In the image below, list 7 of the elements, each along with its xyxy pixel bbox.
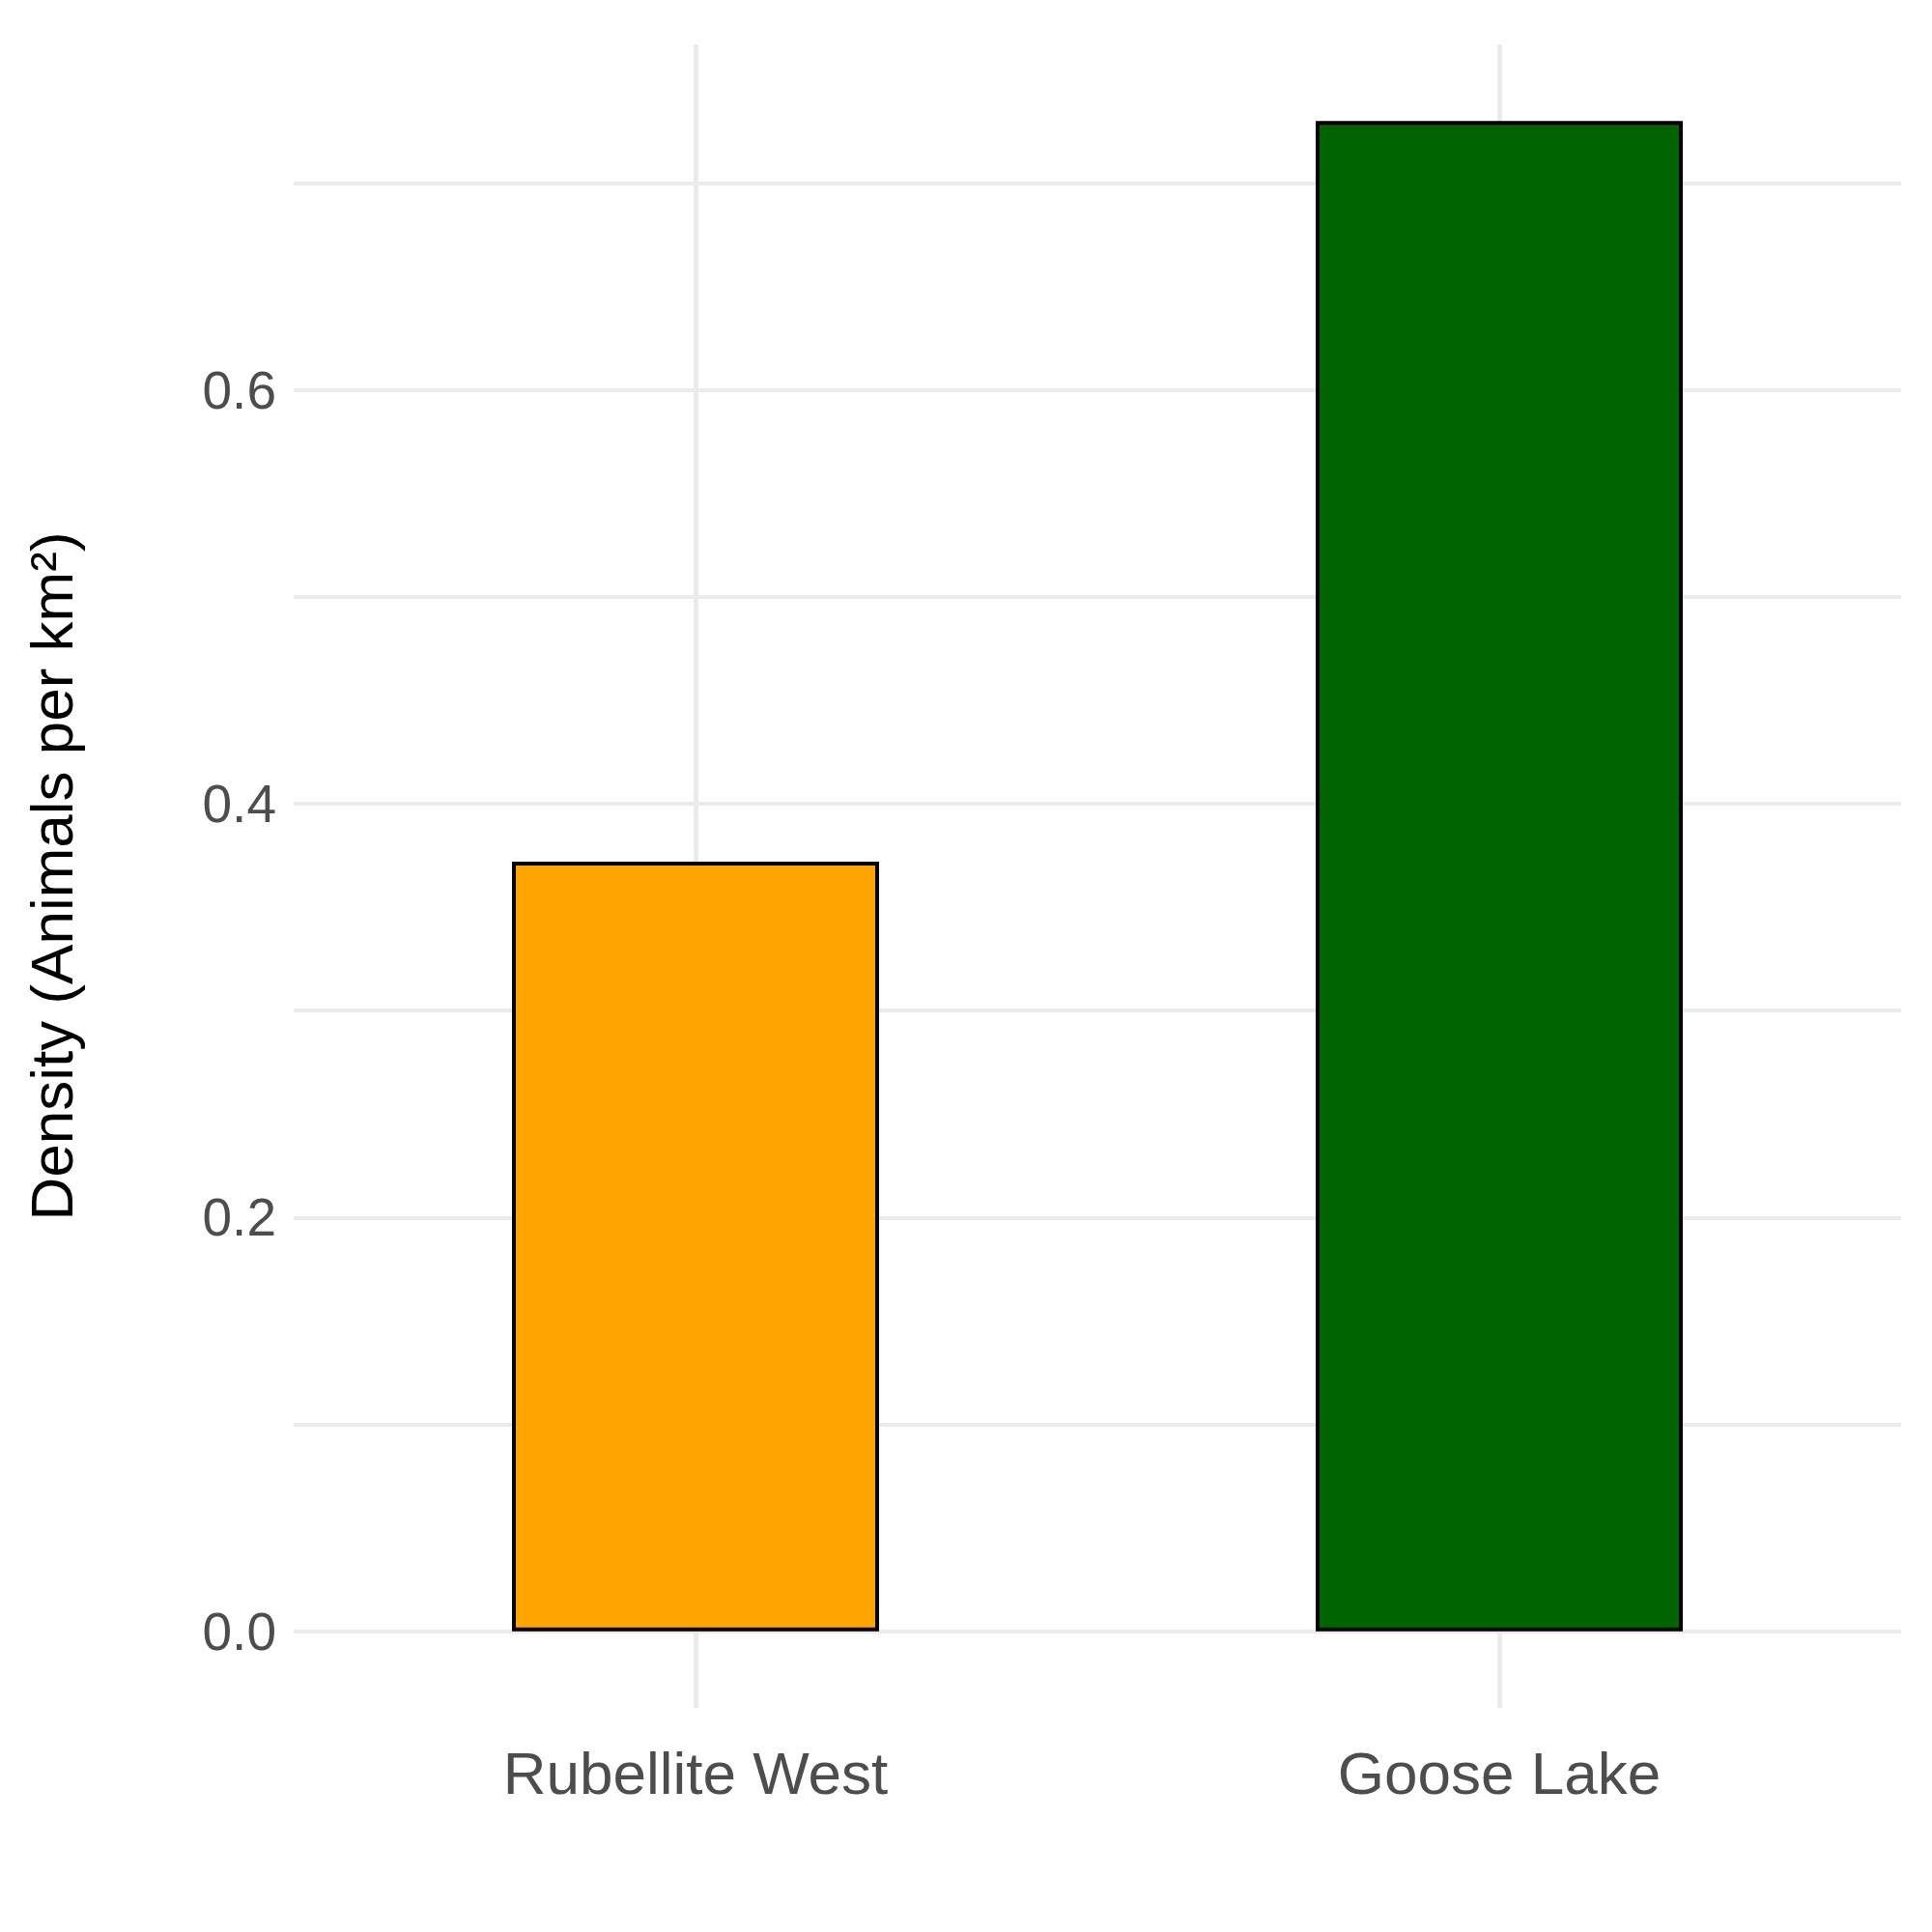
- y-tick-label: 0.4: [202, 774, 276, 835]
- x-tick-label: Goose Lake: [1337, 1739, 1662, 1806]
- y-tick-label: 0.6: [202, 359, 276, 420]
- y-tick-label: 0.2: [202, 1187, 276, 1248]
- x-tick-label: Rubellite West: [502, 1739, 889, 1806]
- y-axis-title: Density (Animals per km²): [17, 531, 85, 1221]
- y-tick-label: 0.0: [202, 1601, 276, 1662]
